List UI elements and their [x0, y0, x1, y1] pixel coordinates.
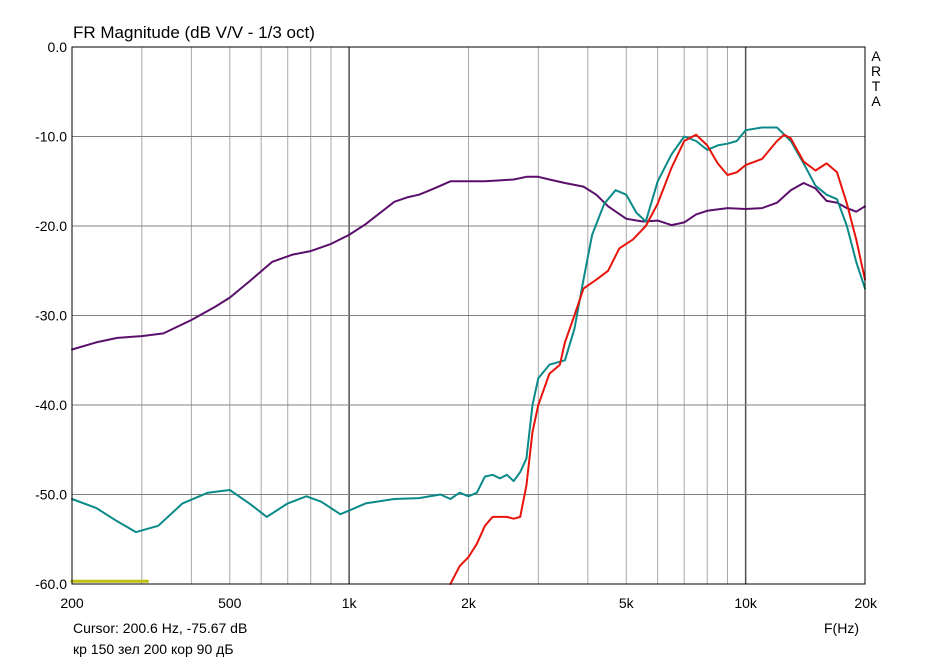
y-tick-label: -50.0	[35, 487, 67, 503]
series-line-1	[71, 175, 866, 351]
y-tick-label: -60.0	[35, 576, 67, 592]
chart-title: FR Magnitude (dB V/V - 1/3 oct)	[73, 23, 315, 42]
x-tick-label: 1k	[342, 595, 358, 611]
y-tick-label: -30.0	[35, 308, 67, 324]
x-tick-label: 2k	[461, 595, 477, 611]
series-line-2	[71, 126, 866, 534]
y-tick-label: -20.0	[35, 218, 67, 234]
x-tick-label: 500	[218, 595, 242, 611]
brand-letter: A	[871, 93, 881, 109]
x-tick-label: 200	[60, 595, 84, 611]
legend-note: кр 150 зел 200 кор 90 дБ	[73, 641, 234, 657]
y-tick-label: -40.0	[35, 397, 67, 413]
x-tick-label: 20k	[854, 595, 878, 611]
brand-letter: T	[872, 78, 881, 94]
x-tick-labels: 200 500 1k 2k 5k 10k 20k	[60, 595, 878, 611]
x-tick-label: 10k	[734, 595, 758, 611]
series-line-3	[449, 133, 866, 585]
brand-letter: A	[871, 48, 881, 64]
y-tick-labels: 0.0 -10.0 -20.0 -30.0 -40.0 -50.0 -60.0	[35, 39, 67, 592]
brand-letter: R	[871, 63, 881, 79]
series-layer	[70, 126, 866, 585]
y-tick-label: -10.0	[35, 129, 67, 145]
x-tick-label: 5k	[619, 595, 635, 611]
cursor-readout: Cursor: 200.6 Hz, -75.67 dB	[73, 620, 248, 636]
y-tick-label: 0.0	[48, 39, 68, 55]
plot-frame	[71, 46, 866, 585]
x-axis-label: F(Hz)	[824, 620, 859, 636]
